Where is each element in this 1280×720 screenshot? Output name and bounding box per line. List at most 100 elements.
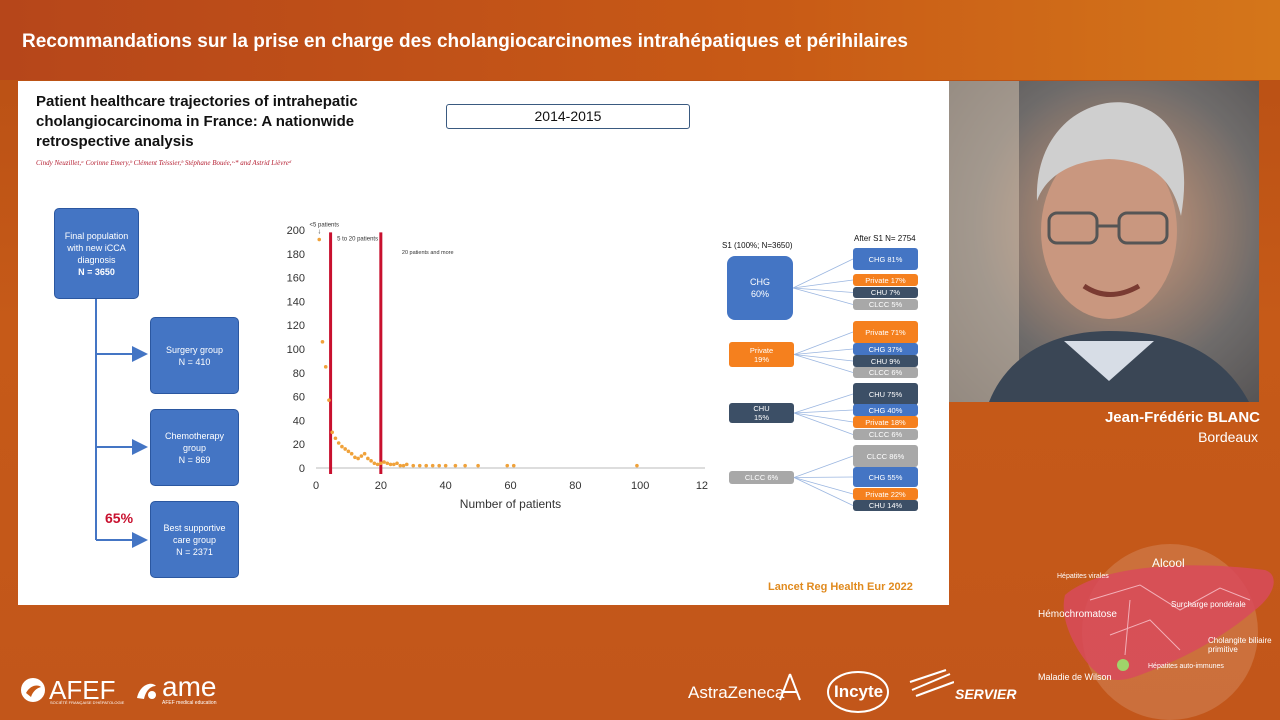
sankey-target: Private 18% bbox=[853, 416, 918, 428]
scatter-point bbox=[323, 365, 328, 369]
scatter-point bbox=[401, 463, 406, 468]
scatter-point bbox=[424, 463, 429, 468]
sankey-target: CHU 14% bbox=[853, 500, 918, 511]
x-tick-label: 0 bbox=[313, 480, 319, 492]
sankey-source-name: Private bbox=[749, 345, 774, 355]
chemo-n: N = 869 bbox=[178, 454, 211, 465]
ame-logo-sub: AFEF medical education bbox=[162, 700, 217, 706]
scatter-point bbox=[388, 462, 393, 467]
scatter-point bbox=[366, 456, 370, 461]
sankey-link bbox=[793, 412, 854, 423]
speaker-video bbox=[949, 81, 1259, 402]
scatter-point bbox=[320, 340, 325, 344]
servier-logo: SERVIER bbox=[955, 686, 1017, 702]
scatter-point bbox=[463, 463, 467, 468]
sankey-target: CHG 37% bbox=[853, 343, 918, 355]
bsc-n: N = 2371 bbox=[176, 546, 213, 557]
astrazeneca-logo: AstraZeneca bbox=[688, 683, 785, 702]
scatter-point bbox=[437, 463, 441, 468]
sankey-source-3: CLCC 6% bbox=[729, 471, 794, 484]
sankey-link bbox=[793, 409, 854, 414]
bsc-percent: 65% bbox=[105, 510, 134, 526]
header-bar: Recommandations sur la prise en charge d… bbox=[0, 0, 1280, 80]
root-n: N = 3650 bbox=[78, 266, 115, 277]
speaker-silhouette bbox=[949, 81, 1259, 402]
sankey-link bbox=[793, 393, 854, 414]
period-box: 2014-2015 bbox=[446, 104, 690, 129]
flow-chemo-box: Chemotherapy group N = 869 bbox=[150, 409, 239, 486]
liver-label-hemochromatose: Hémochromatose bbox=[1038, 609, 1117, 620]
y-tick-label: 80 bbox=[293, 368, 305, 380]
scatter-point bbox=[443, 463, 448, 468]
sankey-target: CHG 55% bbox=[853, 467, 918, 487]
ame-logo-icon bbox=[137, 683, 156, 699]
scatter-point bbox=[453, 463, 458, 468]
sankey-source-0: CHG 60% bbox=[727, 256, 793, 320]
paper-authors: Cindy Neuzillet,ᵃ Corinne Emery,ᵇ Clémen… bbox=[36, 159, 292, 167]
threshold-label: <5 patients bbox=[310, 222, 340, 228]
scatter-point bbox=[336, 441, 341, 445]
flowchart-connectors bbox=[95, 299, 148, 548]
scatter-point bbox=[362, 451, 367, 456]
scatter-point bbox=[372, 461, 377, 466]
scatter-point bbox=[382, 460, 386, 464]
scatter-point bbox=[353, 455, 357, 460]
surgery-label: Surgery group bbox=[165, 344, 224, 355]
x-tick-label: 20 bbox=[375, 480, 387, 492]
x-tick-label: 60 bbox=[504, 480, 516, 492]
y-tick-label: 60 bbox=[293, 392, 305, 404]
x-axis-label: Number of patients bbox=[460, 497, 561, 511]
sankey-right-header: After S1 N= 2754 bbox=[854, 234, 916, 243]
sankey-target: Private 71% bbox=[853, 321, 918, 343]
scatter-point bbox=[395, 461, 399, 466]
sankey-link bbox=[793, 348, 854, 355]
sankey-target: CLCC 6% bbox=[853, 429, 918, 440]
x-tick-label: 40 bbox=[440, 480, 452, 492]
threshold-arrow: ↓ bbox=[318, 229, 322, 236]
sankey-link bbox=[793, 412, 854, 435]
sankey-source-pct: 19% bbox=[753, 354, 769, 364]
y-tick-label: 160 bbox=[287, 273, 305, 285]
sankey-link bbox=[793, 354, 854, 362]
y-tick-label: 200 bbox=[287, 225, 305, 237]
scatter-point bbox=[333, 436, 338, 441]
sankey-link bbox=[792, 258, 854, 289]
scatter-point bbox=[346, 449, 351, 454]
y-tick-label: 180 bbox=[287, 249, 305, 261]
sankey-target: CHG 81% bbox=[853, 248, 918, 270]
afef-logo-sub: SOCIÉTÉ FRANÇAISE D'HÉPATOLOGIE bbox=[50, 700, 125, 705]
sankey-connectors bbox=[792, 258, 854, 506]
afef-logo: AFEF bbox=[49, 675, 116, 705]
scatter-point bbox=[327, 398, 331, 402]
annotation-label: 20 patients and more bbox=[402, 250, 454, 256]
sankey-link bbox=[793, 476, 854, 478]
afef-logo-icon bbox=[21, 678, 45, 702]
sankey-link bbox=[792, 287, 854, 305]
y-tick-label: 100 bbox=[287, 344, 305, 356]
sankey-source-1: Private 19% bbox=[729, 342, 794, 367]
chemo-label: Chemotherapy group bbox=[164, 430, 225, 453]
scatter-point bbox=[505, 463, 510, 468]
scatter-point bbox=[340, 444, 344, 449]
servier-logo-icon bbox=[909, 669, 954, 697]
threshold-label: 5 to 20 patients bbox=[337, 237, 378, 243]
root-line1: Final population bbox=[64, 230, 129, 241]
sankey-link bbox=[792, 287, 854, 293]
sankey-link bbox=[793, 477, 854, 495]
sankey-source-name: CHG bbox=[750, 277, 770, 287]
astrazeneca-symbol-icon bbox=[779, 673, 801, 701]
sankey-left-header: S1 (100%; N=3650) bbox=[722, 241, 793, 250]
sankey-target: CLCC 5% bbox=[853, 299, 918, 310]
scatter-point bbox=[417, 463, 422, 468]
root-line2: with new iCCA bbox=[67, 242, 126, 253]
presentation-title: Recommandations sur la prise en charge d… bbox=[22, 31, 908, 52]
scatter-point bbox=[369, 459, 373, 463]
flow-surgery-box: Surgery group N = 410 bbox=[150, 317, 239, 394]
ame-logo: ame bbox=[162, 671, 217, 702]
slide-panel: Patient healthcare trajectories of intra… bbox=[18, 81, 949, 605]
sankey-source-name: CLCC 6% bbox=[744, 473, 779, 482]
scatter-point bbox=[375, 462, 380, 467]
scatter-point bbox=[635, 463, 639, 468]
sankey-link bbox=[792, 279, 854, 289]
sankey-target: CHU 75% bbox=[853, 383, 918, 405]
